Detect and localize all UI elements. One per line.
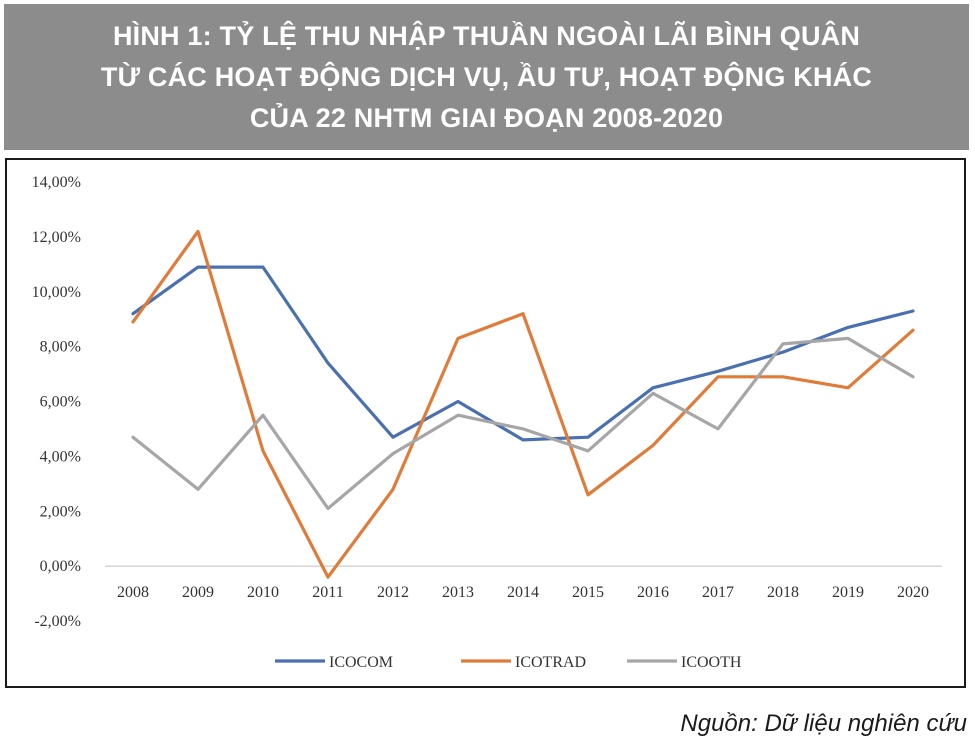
chart-title-line-3: CỦA 22 NHTM GIAI ĐOẠN 2008-2020 [249,102,724,133]
series-line-icocom [131,265,915,442]
x-tick-label: 2013 [442,584,474,601]
chart-title-banner: HÌNH 1: TỶ LỆ THU NHẬP THUẦN NGOÀI LÃI B… [4,4,969,150]
y-tick-label: 0,00% [40,558,81,575]
y-tick-label: -2,00% [34,613,81,630]
legend-label-icooth: ICOOTH [681,654,742,671]
y-tick-label: 8,00% [40,339,81,356]
x-tick-label: 2020 [897,584,929,601]
y-tick-label: 14,00% [32,174,81,191]
chart-title-line-2: TỪ CÁC HOẠT ĐỘNG DỊCH VỤ, ẦU TƯ, HOẠT ĐỘ… [100,61,873,92]
y-tick-label: 4,00% [40,448,81,465]
x-tick-label: 2014 [507,584,539,601]
line-chart: -2,00% 0,00% 2,00% 4,00% 6,00% 8,00% 10,00% 12,… [32,174,942,671]
series-lines [131,229,915,579]
legend-label-icocom: ICOCOM [329,654,393,671]
x-tick-label: 2017 [702,584,734,601]
y-axis: -2,00% 0,00% 2,00% 4,00% 6,00% 8,00% 10,00% 12,… [32,174,81,630]
source-note: Nguồn: Dữ liệu nghiên cứu [680,710,967,737]
chart-frame: -2,00% 0,00% 2,00% 4,00% 6,00% 8,00% 10,00% 12,… [5,158,966,688]
x-tick-label: 2019 [832,584,864,601]
x-tick-label: 2015 [572,584,604,601]
legend-label-icotrad: ICOTRAD [515,654,586,671]
x-tick-label: 2012 [377,584,409,601]
x-tick-label: 2010 [247,584,279,601]
chart-title-line-1: HÌNH 1: TỶ LỆ THU NHẬP THUẦN NGOÀI LÃI B… [112,20,861,51]
x-tick-label: 2009 [182,584,214,601]
x-tick-label: 2018 [767,584,799,601]
x-tick-label: 2016 [637,584,669,601]
legend: ICOCOM ICOTRAD ICOOTH [275,654,742,671]
y-tick-label: 2,00% [40,503,81,520]
series-line-icooth [131,336,915,511]
y-tick-label: 10,00% [32,284,81,301]
y-tick-label: 12,00% [32,229,81,246]
y-tick-label: 6,00% [40,394,81,411]
x-axis: 2008 2009 2010 2011 2012 2013 2014 2015 2016 2017… [105,565,942,601]
series-line-icotrad [131,229,915,579]
x-tick-label: 2008 [117,584,149,601]
x-tick-label: 2011 [312,584,343,601]
